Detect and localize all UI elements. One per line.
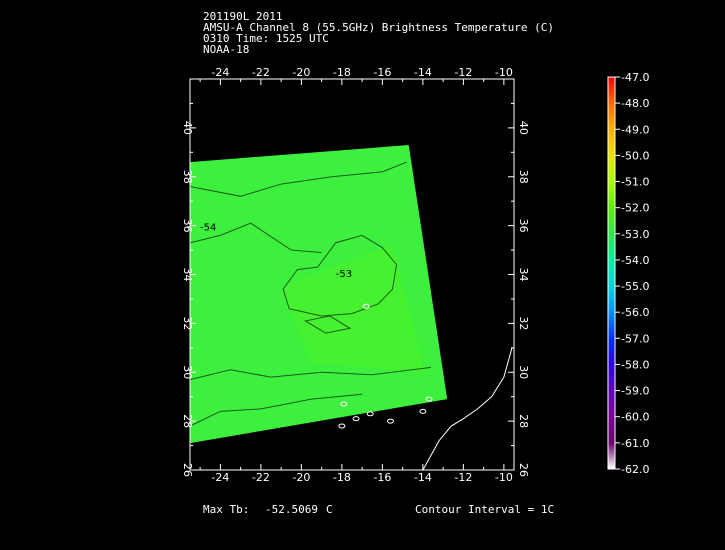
y-tick-label-left: 40	[181, 121, 194, 135]
colorbar-label: -61.0	[621, 437, 649, 450]
y-tick-label-right: 32	[517, 316, 530, 330]
x-tick-label-bottom: -20	[292, 471, 310, 484]
colorbar-label: -56.0	[621, 306, 649, 319]
colorbar-label: -49.0	[621, 123, 649, 136]
x-tick-label-top: -18	[333, 66, 351, 79]
y-tick-label-right: 34	[517, 268, 530, 282]
colorbar-label: -59.0	[621, 385, 649, 398]
warm-region-shade	[281, 245, 425, 373]
island-0	[366, 411, 374, 417]
y-tick-label-right: 40	[517, 121, 530, 135]
x-tick-label-top: -14	[414, 66, 432, 79]
x-tick-label-top: -10	[495, 66, 513, 79]
contour-interval: Contour Interval = 1C	[415, 503, 555, 516]
y-tick-label-left: 26	[181, 463, 194, 477]
y-tick-label-left: 36	[181, 219, 194, 233]
colorbar-label: -58.0	[621, 358, 649, 371]
colorbar-label: -60.0	[621, 411, 649, 424]
x-tick-label-top: -12	[454, 66, 472, 79]
x-tick-label-bottom: -10	[495, 471, 513, 484]
colorbar-label: -52.0	[621, 202, 649, 215]
contour-line-54	[189, 222, 322, 254]
coastline	[422, 347, 513, 471]
colorbar-label: -57.0	[621, 332, 649, 345]
product-title: AMSU-A Channel 8 (55.5GHz) Brightness Te…	[203, 21, 554, 34]
colorbar-label: -62.0	[621, 463, 649, 476]
island-4	[425, 396, 433, 402]
contour-label: -53	[336, 269, 352, 280]
x-tick-label-top: -20	[292, 66, 310, 79]
y-tick-label-right: 38	[517, 170, 530, 184]
island-madeira	[362, 303, 370, 309]
x-tick-label-bottom: -14	[414, 471, 432, 484]
satellite-name: NOAA-18	[203, 43, 250, 56]
y-tick-label-right: 30	[517, 365, 530, 379]
colorbar-label: -51.0	[621, 176, 649, 189]
y-tick-label-right: 26	[517, 463, 530, 477]
x-tick-label-bottom: -12	[454, 471, 472, 484]
x-tick-label-bottom: -22	[252, 471, 270, 484]
island-5	[419, 408, 427, 414]
contour-line-edge	[189, 393, 363, 427]
y-tick-label-right: 36	[517, 219, 530, 233]
x-tick-label-top: -22	[252, 66, 270, 79]
max-tb-value: -52.5069	[265, 503, 318, 516]
y-tick-label-right: 28	[517, 414, 530, 428]
x-tick-label-top: -16	[373, 66, 391, 79]
y-tick-label-left: 34	[181, 268, 194, 282]
island-6	[338, 423, 346, 429]
contour-line-south	[189, 366, 432, 381]
island-3	[340, 401, 348, 407]
island-2	[352, 416, 360, 422]
island-1	[386, 418, 394, 424]
contour-line-north	[189, 161, 407, 197]
x-tick-label-top: -24	[211, 66, 229, 79]
contour-line-53	[282, 234, 398, 317]
max-tb-label: Max Tb:	[203, 503, 250, 516]
colorbar-label: -54.0	[621, 254, 649, 267]
time-line: 0310 Time: 1525 UTC	[203, 32, 329, 45]
colorbar-label: -47.0	[621, 71, 649, 84]
x-tick-label-bottom: -24	[211, 471, 229, 484]
colorbar	[607, 76, 616, 470]
date-line: 201190L 2011	[203, 10, 283, 23]
x-tick-label-bottom: -18	[333, 471, 351, 484]
colorbar-label: -53.0	[621, 228, 649, 241]
y-tick-label-left: 30	[181, 365, 194, 379]
contour-label: -54	[200, 223, 216, 234]
y-tick-label-left: 28	[181, 414, 194, 428]
colorbar-label: -50.0	[621, 149, 649, 162]
max-tb-unit: C	[326, 503, 333, 516]
contour-line-inner	[304, 315, 352, 334]
x-tick-label-bottom: -16	[373, 471, 391, 484]
y-tick-label-left: 38	[181, 170, 194, 184]
colorbar-label: -48.0	[621, 97, 649, 110]
y-tick-label-left: 32	[181, 316, 194, 330]
colorbar-label: -55.0	[621, 280, 649, 293]
